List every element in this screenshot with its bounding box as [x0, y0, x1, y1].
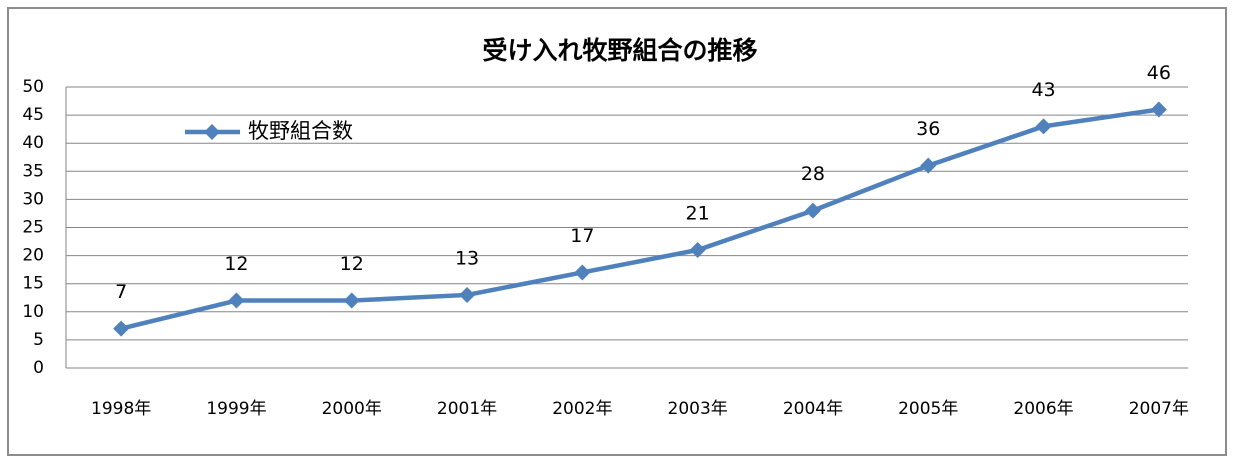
data-point [689, 241, 706, 258]
data-point [459, 286, 476, 303]
y-tick-label: 15 [22, 274, 44, 294]
x-tick-label: 1999年 [206, 399, 266, 419]
data-label: 36 [916, 118, 940, 140]
data-point [343, 292, 360, 309]
y-tick-label: 40 [22, 133, 44, 153]
y-tick-label: 20 [22, 246, 44, 266]
data-label: 12 [224, 253, 248, 275]
data-label: 17 [570, 225, 594, 247]
y-tick-label: 5 [33, 330, 44, 350]
y-tick-label: 45 [22, 105, 44, 125]
data-point [574, 264, 591, 281]
data-label: 7 [115, 281, 127, 303]
y-tick-label: 25 [22, 218, 44, 238]
data-point [1035, 118, 1052, 135]
data-label: 28 [801, 163, 825, 185]
data-point [228, 292, 245, 309]
x-tick-label: 2002年 [552, 399, 612, 419]
data-label: 12 [340, 253, 364, 275]
series-line [120, 107, 1160, 331]
x-tick-label: 2003年 [668, 399, 728, 419]
x-tick-label: 2007年 [1129, 399, 1189, 419]
data-point [920, 157, 937, 174]
y-tick-label: 50 [22, 77, 44, 97]
data-point [804, 202, 821, 219]
chart-frame [7, 7, 1227, 456]
legend-marker [204, 124, 220, 140]
data-label: 46 [1147, 62, 1171, 84]
y-tick-label: 10 [22, 302, 44, 322]
data-point [1150, 101, 1167, 118]
data-point [113, 320, 130, 337]
x-tick-label: 2005年 [898, 399, 958, 419]
data-label: 13 [455, 247, 479, 269]
x-tick-label: 2006年 [1013, 399, 1073, 419]
x-tick-label: 2001年 [437, 399, 497, 419]
x-tick-label: 1998年 [91, 399, 151, 419]
y-tick-label: 30 [22, 189, 44, 209]
data-label: 43 [1031, 79, 1055, 101]
legend-label: 牧野組合数 [248, 119, 353, 143]
y-tick-label: 35 [22, 161, 44, 181]
x-tick-label: 2004年 [783, 399, 843, 419]
chart-title: 受け入れ牧野組合の推移 [482, 36, 757, 65]
data-label: 21 [686, 202, 710, 224]
x-tick-label: 2000年 [322, 399, 382, 419]
y-tick-label: 0 [33, 358, 44, 378]
